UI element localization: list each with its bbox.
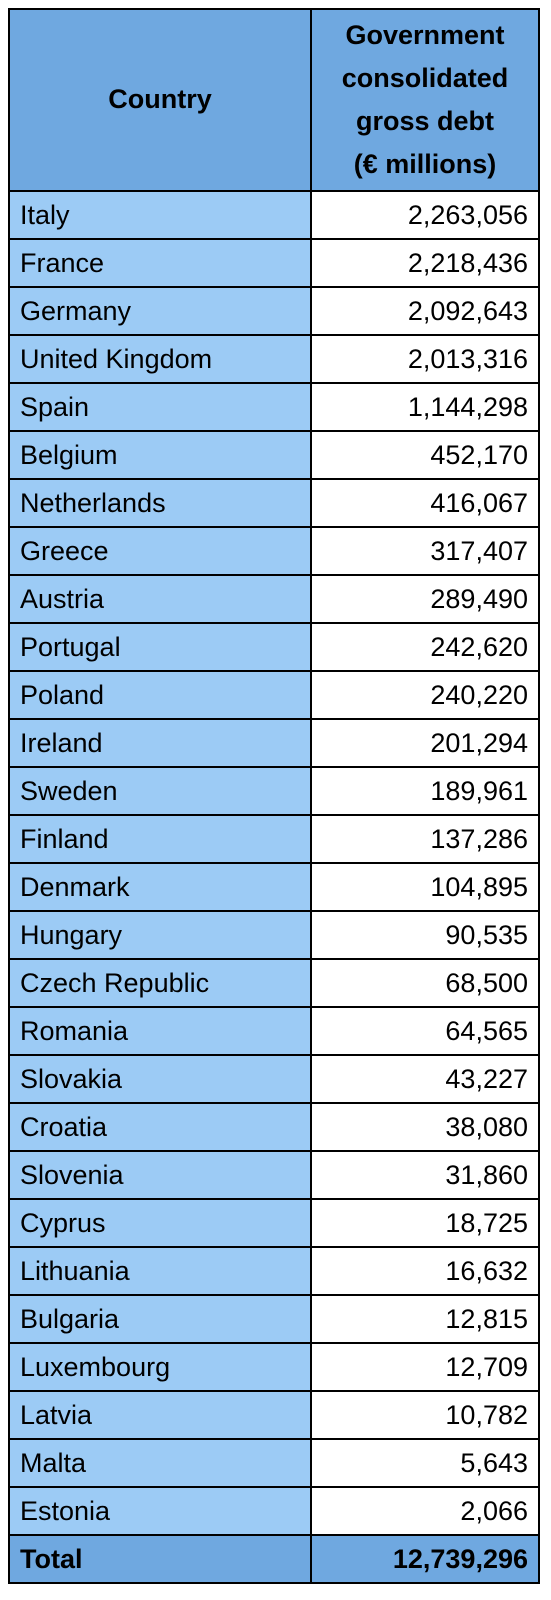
row: Belgium 452,170 <box>8 430 540 480</box>
row: Greece 317,407 <box>8 526 540 576</box>
country-cell: Finland <box>8 814 312 864</box>
row: Germany 2,092,643 <box>8 286 540 336</box>
country-cell: Estonia <box>8 1486 312 1536</box>
country-cell: Sweden <box>8 766 312 816</box>
total-row: Total 12,739,296 <box>8 1534 540 1584</box>
row: Hungary 90,535 <box>8 910 540 960</box>
header-debt: Government consolidated gross debt (€ milli… <box>310 8 540 192</box>
debt-cell: 68,500 <box>310 958 540 1008</box>
header-line: consolidated <box>341 62 509 93</box>
country-cell: Luxembourg <box>8 1342 312 1392</box>
country-cell: Poland <box>8 670 312 720</box>
header-line: Government <box>345 19 505 50</box>
debt-cell: 2,066 <box>310 1486 540 1536</box>
row: Croatia 38,080 <box>8 1102 540 1152</box>
debt-cell: 240,220 <box>310 670 540 720</box>
debt-cell: 10,782 <box>310 1390 540 1440</box>
debt-cell: 189,961 <box>310 766 540 816</box>
debt-cell: 452,170 <box>310 430 540 480</box>
header-country: Country <box>8 8 312 192</box>
country-cell: Slovenia <box>8 1150 312 1200</box>
country-cell: Slovakia <box>8 1054 312 1104</box>
debt-cell: 18,725 <box>310 1198 540 1248</box>
debt-cell: 2,218,436 <box>310 238 540 288</box>
row: France 2,218,436 <box>8 238 540 288</box>
debt-cell: 43,227 <box>310 1054 540 1104</box>
debt-cell: 12,815 <box>310 1294 540 1344</box>
row: Luxembourg 12,709 <box>8 1342 540 1392</box>
country-cell: Netherlands <box>8 478 312 528</box>
debt-cell: 5,643 <box>310 1438 540 1488</box>
row: United Kingdom 2,013,316 <box>8 334 540 384</box>
row: Slovakia 43,227 <box>8 1054 540 1104</box>
debt-cell: 1,144,298 <box>310 382 540 432</box>
debt-cell: 2,263,056 <box>310 190 540 240</box>
country-cell: United Kingdom <box>8 334 312 384</box>
debt-cell: 90,535 <box>310 910 540 960</box>
country-cell: Denmark <box>8 862 312 912</box>
row: Austria 289,490 <box>8 574 540 624</box>
debt-cell: 242,620 <box>310 622 540 672</box>
debt-cell: 201,294 <box>310 718 540 768</box>
debt-cell: 416,067 <box>310 478 540 528</box>
country-cell: Belgium <box>8 430 312 480</box>
debt-cell: 2,013,316 <box>310 334 540 384</box>
row: Finland 137,286 <box>8 814 540 864</box>
country-cell: Romania <box>8 1006 312 1056</box>
debt-cell: 16,632 <box>310 1246 540 1296</box>
row: Netherlands 416,067 <box>8 478 540 528</box>
row: Portugal 242,620 <box>8 622 540 672</box>
country-cell: Malta <box>8 1438 312 1488</box>
debt-cell: 104,895 <box>310 862 540 912</box>
total-label: Total <box>8 1534 312 1584</box>
row: Lithuania 16,632 <box>8 1246 540 1296</box>
country-cell: Italy <box>8 190 312 240</box>
debt-cell: 38,080 <box>310 1102 540 1152</box>
header-line: (€ millions) <box>353 149 497 180</box>
row: Bulgaria 12,815 <box>8 1294 540 1344</box>
country-cell: Cyprus <box>8 1198 312 1248</box>
row: Spain 1,144,298 <box>8 382 540 432</box>
country-cell: Bulgaria <box>8 1294 312 1344</box>
debt-cell: 31,860 <box>310 1150 540 1200</box>
country-cell: Croatia <box>8 1102 312 1152</box>
country-cell: Portugal <box>8 622 312 672</box>
row: Malta 5,643 <box>8 1438 540 1488</box>
country-cell: Greece <box>8 526 312 576</box>
country-cell: Ireland <box>8 718 312 768</box>
row: Ireland 201,294 <box>8 718 540 768</box>
country-cell: Hungary <box>8 910 312 960</box>
country-cell: Latvia <box>8 1390 312 1440</box>
country-cell: Spain <box>8 382 312 432</box>
row: Sweden 189,961 <box>8 766 540 816</box>
country-cell: France <box>8 238 312 288</box>
total-value: 12,739,296 <box>310 1534 540 1584</box>
row: Latvia 10,782 <box>8 1390 540 1440</box>
table-body: Italy 2,263,056 France 2,218,436 Germany 2,09… <box>8 190 540 1584</box>
debt-cell: 317,407 <box>310 526 540 576</box>
country-cell: Czech Republic <box>8 958 312 1008</box>
row: Italy 2,263,056 <box>8 190 540 240</box>
debt-cell: 12,709 <box>310 1342 540 1392</box>
row: Slovenia 31,860 <box>8 1150 540 1200</box>
debt-table: Country Government consolidated gross debt… <box>8 8 540 1584</box>
row: Estonia 2,066 <box>8 1486 540 1536</box>
debt-cell: 2,092,643 <box>310 286 540 336</box>
debt-cell: 137,286 <box>310 814 540 864</box>
debt-cell: 289,490 <box>310 574 540 624</box>
row: Romania 64,565 <box>8 1006 540 1056</box>
row: Denmark 104,895 <box>8 862 540 912</box>
header-line: gross debt <box>355 106 495 136</box>
country-cell: Lithuania <box>8 1246 312 1296</box>
country-cell: Germany <box>8 286 312 336</box>
debt-cell: 64,565 <box>310 1006 540 1056</box>
row: Czech Republic 68,500 <box>8 958 540 1008</box>
header-row: Country Government consolidated gross debt… <box>8 8 540 192</box>
country-cell: Austria <box>8 574 312 624</box>
row: Cyprus 18,725 <box>8 1198 540 1248</box>
row: Poland 240,220 <box>8 670 540 720</box>
